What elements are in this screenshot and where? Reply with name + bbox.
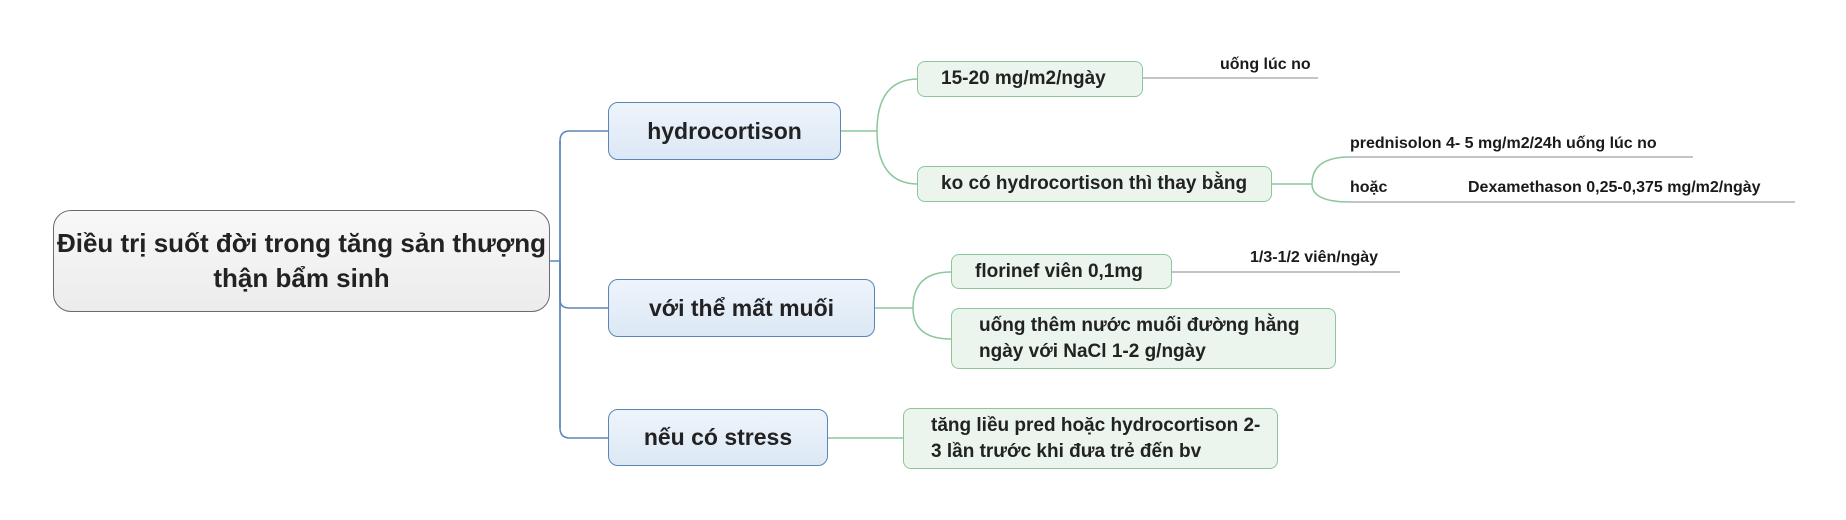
dose-node[interactable]: 15-20 mg/m2/ngày	[917, 61, 1143, 97]
florinef-dose-label: 1/3-1/2 viên/ngày	[1250, 249, 1379, 266]
dose-note-label: uống lúc no	[1220, 56, 1311, 73]
branch-salt-wasting-label: với thể mất muối	[648, 294, 835, 321]
stress-action-node[interactable]: tăng liều pred hoặc hydrocortison 2-3 lầ…	[903, 408, 1278, 469]
dexamethason-label: Dexamethason 0,25-0,375 mg/m2/ngày	[1468, 179, 1761, 196]
main-connectors	[550, 130, 608, 439]
sub-connectors	[828, 78, 1351, 439]
alternative-text: ko có hydrocortison thì thay bằng	[941, 173, 1248, 194]
prednisolon-label: prednisolon 4- 5 mg/m2/24h uống lúc no	[1350, 135, 1657, 152]
salt-text: uống thêm nước muối đường hằng ngày với …	[979, 314, 1300, 362]
florinef-node[interactable]: florinef viên 0,1mg	[951, 254, 1172, 289]
dose-text: 15-20 mg/m2/ngày	[941, 68, 1106, 89]
branch-stress-label: nếu có stress	[643, 424, 793, 450]
leaf-underlines	[1143, 77, 1795, 273]
salt-node[interactable]: uống thêm nước muối đường hằng ngày với …	[951, 308, 1336, 369]
branch-hydrocortison[interactable]: hydrocortison	[608, 102, 841, 160]
stress-action-text: tăng liều pred hoặc hydrocortison 2-3 lầ…	[931, 414, 1261, 462]
root-title: Điều trị suốt đời trong tăng sản thượng …	[56, 228, 547, 293]
florinef-text: florinef viên 0,1mg	[975, 260, 1143, 282]
branch-stress[interactable]: nếu có stress	[608, 409, 828, 466]
root-node[interactable]: Điều trị suốt đời trong tăng sản thượng …	[53, 210, 550, 312]
or-label: hoặc	[1350, 179, 1388, 196]
alternative-node[interactable]: ko có hydrocortison thì thay bằng	[917, 166, 1272, 202]
branch-salt-wasting[interactable]: với thể mất muối	[608, 279, 875, 337]
branch-hydrocortison-label: hydrocortison	[647, 117, 802, 144]
